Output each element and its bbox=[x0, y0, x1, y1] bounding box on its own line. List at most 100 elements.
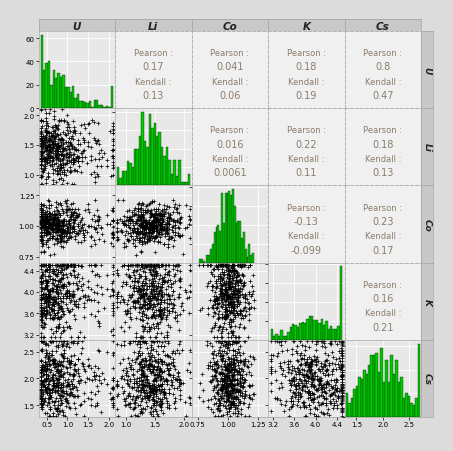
Bar bbox=[410, 403, 413, 417]
Bar bbox=[346, 394, 348, 417]
Bar bbox=[223, 224, 225, 263]
Text: 0.041: 0.041 bbox=[216, 62, 244, 72]
Bar bbox=[171, 175, 173, 186]
Bar bbox=[413, 405, 415, 417]
Text: Li: Li bbox=[422, 143, 431, 152]
Bar bbox=[335, 330, 337, 340]
Bar bbox=[96, 101, 98, 109]
Bar bbox=[356, 387, 358, 417]
Bar bbox=[87, 104, 89, 109]
Bar bbox=[290, 327, 292, 340]
Text: 0.0061: 0.0061 bbox=[213, 168, 246, 178]
Bar bbox=[159, 133, 161, 186]
Bar bbox=[141, 113, 144, 186]
Bar bbox=[337, 326, 340, 340]
Bar bbox=[60, 78, 63, 109]
Text: Pearson :: Pearson : bbox=[210, 49, 249, 58]
Bar bbox=[371, 356, 373, 417]
Text: Pearson :: Pearson : bbox=[363, 49, 402, 58]
Bar bbox=[210, 250, 212, 263]
Bar bbox=[381, 349, 383, 417]
Bar bbox=[178, 160, 181, 186]
Bar bbox=[333, 329, 335, 340]
Bar bbox=[91, 108, 94, 109]
Text: Pearson :: Pearson : bbox=[363, 280, 402, 289]
Text: Kendall :: Kendall : bbox=[365, 78, 401, 87]
Bar bbox=[280, 331, 283, 340]
Bar bbox=[287, 332, 290, 340]
Text: Pearson :: Pearson : bbox=[134, 49, 173, 58]
Bar bbox=[173, 160, 176, 186]
Bar bbox=[48, 62, 50, 109]
Bar bbox=[321, 319, 323, 340]
Bar bbox=[398, 382, 400, 417]
Bar bbox=[292, 324, 294, 340]
Bar bbox=[373, 356, 376, 417]
Bar bbox=[309, 317, 311, 340]
Bar bbox=[297, 327, 299, 340]
Text: Kendall :: Kendall : bbox=[365, 155, 401, 164]
Text: 0.47: 0.47 bbox=[372, 91, 394, 101]
Bar bbox=[366, 375, 368, 417]
Text: Pearson :: Pearson : bbox=[363, 126, 402, 135]
Bar bbox=[236, 224, 237, 263]
Bar bbox=[77, 95, 79, 109]
Bar bbox=[226, 193, 228, 263]
Text: 0.17: 0.17 bbox=[143, 62, 164, 72]
Text: 0.18: 0.18 bbox=[296, 62, 317, 72]
Bar bbox=[275, 335, 278, 340]
Bar bbox=[395, 360, 398, 417]
Bar bbox=[368, 365, 371, 417]
Text: Kendall :: Kendall : bbox=[212, 155, 248, 164]
Text: Kendall :: Kendall : bbox=[365, 231, 401, 240]
Bar bbox=[351, 398, 353, 417]
Bar bbox=[330, 326, 333, 340]
Text: K: K bbox=[302, 22, 310, 32]
Bar bbox=[164, 156, 166, 186]
Bar bbox=[216, 227, 217, 263]
Bar bbox=[306, 319, 309, 340]
Text: Co: Co bbox=[422, 218, 431, 231]
Bar bbox=[221, 193, 223, 263]
Bar bbox=[376, 353, 378, 417]
Bar bbox=[65, 88, 67, 109]
Bar bbox=[208, 256, 210, 263]
Bar bbox=[144, 142, 146, 186]
Bar bbox=[316, 320, 318, 340]
Text: Kendall :: Kendall : bbox=[288, 78, 324, 87]
Bar bbox=[328, 329, 330, 340]
Text: Pearson :: Pearson : bbox=[287, 203, 326, 212]
Bar bbox=[89, 102, 91, 109]
Bar bbox=[119, 179, 122, 186]
Bar bbox=[232, 190, 234, 263]
Bar bbox=[418, 344, 420, 417]
Bar bbox=[243, 233, 245, 263]
Bar bbox=[103, 108, 106, 109]
Bar bbox=[136, 149, 139, 186]
Bar bbox=[386, 360, 388, 417]
Bar bbox=[378, 372, 381, 417]
Text: Pearson :: Pearson : bbox=[287, 126, 326, 135]
Bar bbox=[217, 226, 219, 263]
Text: 0.23: 0.23 bbox=[372, 216, 394, 226]
Text: 0.22: 0.22 bbox=[295, 139, 317, 149]
Bar bbox=[169, 160, 171, 186]
Bar bbox=[246, 258, 248, 263]
Bar bbox=[126, 162, 129, 186]
Bar bbox=[388, 382, 390, 417]
Bar bbox=[74, 98, 77, 109]
Bar bbox=[72, 87, 74, 109]
Bar bbox=[185, 182, 188, 186]
Text: Kendall :: Kendall : bbox=[288, 155, 324, 164]
Bar bbox=[55, 78, 58, 109]
Text: Pearson :: Pearson : bbox=[363, 203, 402, 212]
Text: Pearson :: Pearson : bbox=[287, 49, 326, 58]
Bar bbox=[325, 321, 328, 340]
Bar bbox=[176, 177, 178, 186]
Bar bbox=[129, 164, 131, 186]
Text: Kendall :: Kendall : bbox=[365, 308, 401, 318]
Text: 0.18: 0.18 bbox=[372, 139, 394, 149]
Bar bbox=[225, 193, 226, 263]
Bar bbox=[415, 398, 418, 417]
Bar bbox=[111, 87, 113, 109]
